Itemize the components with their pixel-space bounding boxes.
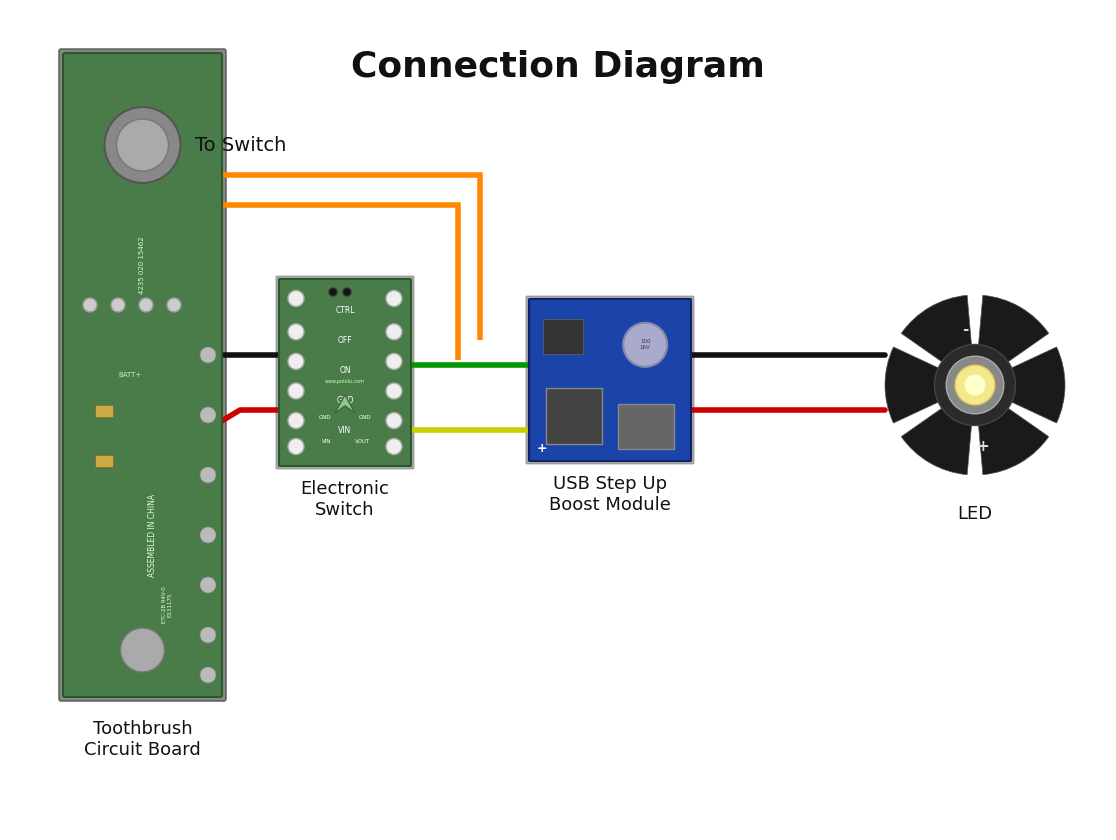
- Text: 4235 020 15462: 4235 020 15462: [140, 236, 145, 294]
- Circle shape: [386, 438, 402, 454]
- Circle shape: [200, 577, 217, 593]
- Wedge shape: [975, 347, 1065, 423]
- Text: To Switch: To Switch: [195, 136, 287, 155]
- Bar: [95, 455, 113, 467]
- Circle shape: [110, 298, 125, 312]
- Text: +: +: [537, 442, 547, 454]
- Wedge shape: [885, 347, 975, 423]
- Text: Connection Diagram: Connection Diagram: [352, 50, 764, 84]
- Text: VOUT: VOUT: [355, 438, 371, 444]
- Text: +: +: [976, 438, 990, 454]
- Bar: [546, 388, 602, 444]
- Bar: [542, 319, 583, 354]
- Circle shape: [140, 298, 153, 312]
- Text: VIN: VIN: [338, 426, 352, 434]
- Text: Electronic
Switch: Electronic Switch: [300, 480, 389, 519]
- FancyBboxPatch shape: [279, 279, 411, 466]
- Circle shape: [200, 407, 217, 423]
- Polygon shape: [335, 395, 355, 413]
- Text: ETC-2B 94V-0
E131175: ETC-2B 94V-0 E131175: [162, 586, 173, 623]
- Text: ON: ON: [339, 365, 350, 375]
- Circle shape: [200, 347, 217, 363]
- FancyBboxPatch shape: [526, 296, 694, 464]
- Circle shape: [83, 298, 97, 312]
- Text: 100
16V: 100 16V: [639, 339, 651, 350]
- Text: GND: GND: [319, 415, 331, 420]
- FancyBboxPatch shape: [529, 299, 691, 461]
- Circle shape: [623, 323, 667, 367]
- Circle shape: [386, 383, 402, 399]
- Text: -: -: [962, 322, 969, 337]
- Text: BATT+: BATT+: [118, 372, 142, 378]
- Circle shape: [329, 288, 337, 296]
- Circle shape: [200, 667, 217, 683]
- Text: ASSEMBLED IN CHINA: ASSEMBLED IN CHINA: [148, 493, 157, 576]
- Bar: [95, 405, 113, 417]
- Circle shape: [386, 323, 402, 340]
- Wedge shape: [902, 385, 975, 475]
- Circle shape: [343, 288, 352, 296]
- FancyBboxPatch shape: [59, 49, 227, 701]
- Circle shape: [964, 374, 985, 396]
- Bar: [618, 404, 674, 449]
- Circle shape: [121, 628, 164, 672]
- Circle shape: [386, 291, 402, 307]
- Circle shape: [288, 383, 304, 399]
- Circle shape: [288, 291, 304, 307]
- Text: www.pololu.com: www.pololu.com: [325, 379, 365, 384]
- Circle shape: [946, 356, 1003, 414]
- Circle shape: [200, 467, 217, 483]
- Wedge shape: [975, 385, 1049, 475]
- Text: GND: GND: [358, 415, 372, 420]
- Circle shape: [955, 365, 994, 405]
- Text: CTRL: CTRL: [335, 306, 355, 314]
- Wedge shape: [975, 296, 1049, 385]
- FancyBboxPatch shape: [62, 53, 222, 697]
- Text: LED: LED: [958, 505, 992, 523]
- Circle shape: [288, 323, 304, 340]
- Text: OFF: OFF: [338, 335, 353, 344]
- Circle shape: [288, 438, 304, 454]
- Text: GND: GND: [336, 396, 354, 405]
- FancyBboxPatch shape: [276, 276, 414, 469]
- Circle shape: [288, 412, 304, 428]
- Circle shape: [200, 627, 217, 643]
- Circle shape: [934, 344, 1016, 426]
- Circle shape: [200, 527, 217, 543]
- Circle shape: [288, 354, 304, 370]
- Wedge shape: [902, 296, 975, 385]
- Text: Toothbrush
Circuit Board: Toothbrush Circuit Board: [84, 720, 201, 759]
- Circle shape: [386, 354, 402, 370]
- Circle shape: [105, 107, 181, 183]
- Text: VIN: VIN: [323, 438, 331, 444]
- Circle shape: [116, 119, 169, 171]
- Circle shape: [386, 412, 402, 428]
- Text: USB Step Up
Boost Module: USB Step Up Boost Module: [549, 475, 671, 514]
- Circle shape: [167, 298, 181, 312]
